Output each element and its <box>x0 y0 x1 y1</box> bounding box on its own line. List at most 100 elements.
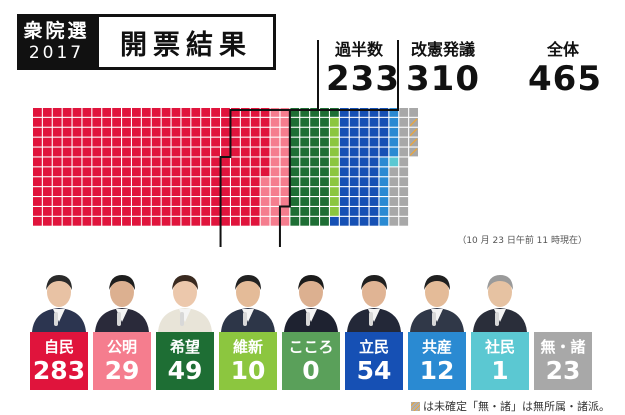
seat-cell <box>82 167 92 177</box>
page-title: 開票結果 <box>120 29 252 61</box>
microphone-shape <box>306 312 310 326</box>
seat-cell <box>122 157 131 167</box>
seat-cell <box>33 157 42 167</box>
seat-cell <box>280 147 290 157</box>
seat-cell <box>52 197 62 206</box>
seat-cell <box>171 108 181 117</box>
majority-label: 過半数 <box>334 40 383 59</box>
seat-cell <box>122 197 131 206</box>
seat-cell <box>379 216 389 226</box>
party-plate: こころ 0 <box>282 332 340 390</box>
seat-cell <box>359 157 369 167</box>
seat-cell <box>151 127 161 137</box>
seat-cell <box>399 147 409 157</box>
seat-cell <box>33 187 42 196</box>
seat-cell <box>260 108 270 117</box>
seat-cell <box>310 108 319 117</box>
seat-cell <box>349 187 359 196</box>
seat-cell <box>300 197 310 206</box>
seat-cell <box>280 167 290 177</box>
seat-cell <box>310 117 319 127</box>
seat-cell <box>240 127 250 137</box>
seat-cell <box>171 137 181 147</box>
seat-cell <box>191 137 201 147</box>
hair-shape <box>109 275 135 290</box>
seat-cell <box>270 167 280 177</box>
seat-cell <box>161 187 171 196</box>
seat-cell <box>300 187 310 196</box>
majority-stat: 過半数 233 <box>326 40 399 98</box>
seat-cell <box>389 167 399 177</box>
seat-cell <box>72 167 82 177</box>
seat-cell <box>102 108 112 117</box>
seat-cell <box>339 167 349 177</box>
party-card-jcp: 共産 12 <box>408 266 466 390</box>
seat-cell <box>42 117 52 127</box>
seat-cell <box>379 197 389 206</box>
seat-cell <box>201 108 211 117</box>
seat-cell <box>330 108 339 117</box>
seat-cell <box>359 147 369 157</box>
seat-cell <box>300 167 310 177</box>
seat-cell <box>349 147 359 157</box>
party-seats: 0 <box>302 356 320 385</box>
seat-cell <box>151 108 161 117</box>
party-seats: 283 <box>32 356 86 385</box>
face-shape <box>110 277 134 307</box>
seat-cell <box>151 177 161 187</box>
seat-cell <box>290 177 300 187</box>
party-seats: 23 <box>545 356 581 385</box>
seat-cell <box>52 167 62 177</box>
party-name: 希望 <box>169 338 200 356</box>
seat-cell <box>221 157 230 167</box>
seat-cell <box>330 197 339 206</box>
seat-cell <box>240 117 250 127</box>
party-plate: 自民 283 <box>30 332 88 390</box>
seat-cell <box>280 207 290 216</box>
seat-cell <box>181 137 191 147</box>
seat-cell <box>349 216 359 226</box>
seat-cell <box>171 127 181 137</box>
seat-cell <box>141 216 151 226</box>
seat-cell <box>231 157 240 167</box>
seat-cell <box>260 117 270 127</box>
hair-shape <box>46 275 72 290</box>
seat-cell <box>72 108 82 117</box>
seat-cell <box>211 197 220 206</box>
seat-cell <box>339 147 349 157</box>
seat-cell <box>260 177 270 187</box>
seat-cell <box>112 147 121 157</box>
portrait-illustration <box>410 275 464 332</box>
seat-cell <box>260 167 270 177</box>
undecided-mark <box>409 118 418 127</box>
seat-cell <box>42 197 52 206</box>
party-name: 無・諸 <box>540 338 586 356</box>
seat-cell <box>290 167 300 177</box>
seat-cell <box>330 157 339 167</box>
seat-cell <box>102 167 112 177</box>
party-name: 公明 <box>106 338 137 356</box>
microphone-shape <box>495 312 499 326</box>
seat-cell <box>211 216 220 226</box>
seat-cell <box>280 157 290 167</box>
seat-cell <box>191 207 201 216</box>
page-title-box: 開票結果 <box>96 14 276 70</box>
seat-cell <box>260 157 270 167</box>
seat-cell <box>132 207 141 216</box>
seat-cell <box>240 207 250 216</box>
seat-cell <box>290 117 300 127</box>
seat-cell <box>290 157 300 167</box>
seat-cell <box>399 167 409 177</box>
seat-cell <box>122 127 131 137</box>
seat-cell <box>379 207 389 216</box>
seat-cell <box>290 197 300 206</box>
seat-cell <box>33 147 42 157</box>
seat-cell <box>369 137 379 147</box>
seat-cell <box>42 187 52 196</box>
seat-cell <box>389 117 399 127</box>
seat-cell <box>260 207 270 216</box>
seat-cell <box>330 147 339 157</box>
seat-cell <box>320 177 329 187</box>
seat-cell <box>62 197 72 206</box>
seat-cell <box>132 147 141 157</box>
